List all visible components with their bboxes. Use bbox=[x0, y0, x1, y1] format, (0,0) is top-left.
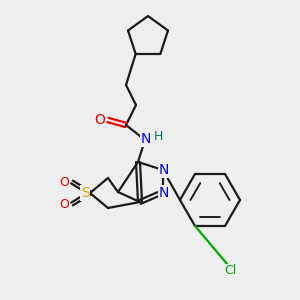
Text: N: N bbox=[159, 186, 169, 200]
Text: S: S bbox=[81, 186, 89, 200]
Text: H: H bbox=[153, 130, 163, 143]
Text: Cl: Cl bbox=[224, 265, 236, 278]
Text: O: O bbox=[59, 197, 69, 211]
Text: N: N bbox=[159, 163, 169, 177]
Text: O: O bbox=[94, 113, 105, 127]
Text: O: O bbox=[59, 176, 69, 188]
Text: N: N bbox=[141, 132, 151, 146]
